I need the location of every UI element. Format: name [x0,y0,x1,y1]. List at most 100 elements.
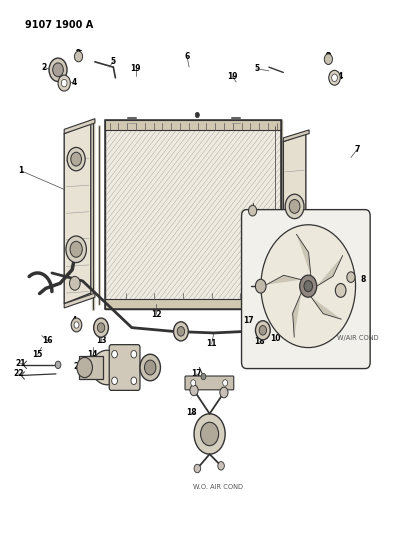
Text: W.O. AIR COND: W.O. AIR COND [193,484,243,490]
Text: 19: 19 [227,71,238,80]
Text: 13: 13 [96,336,106,345]
Text: 14: 14 [88,350,98,359]
Circle shape [194,464,201,473]
Circle shape [74,322,79,328]
Text: 9: 9 [344,300,349,309]
Text: 4: 4 [72,316,77,325]
Polygon shape [311,297,341,319]
Circle shape [249,205,257,216]
Text: 1: 1 [18,166,24,175]
Text: 2: 2 [41,63,46,71]
Circle shape [256,321,270,340]
Circle shape [335,284,346,297]
Circle shape [191,379,196,386]
Polygon shape [317,256,343,286]
Circle shape [140,354,160,381]
Text: 10: 10 [270,334,280,343]
Text: 11: 11 [206,339,217,348]
Text: 22: 22 [13,369,23,378]
Text: 16: 16 [43,336,53,345]
Circle shape [177,327,185,336]
Text: 8: 8 [360,274,366,284]
Circle shape [220,387,228,398]
Circle shape [112,377,118,384]
Polygon shape [267,275,301,285]
Circle shape [112,351,118,358]
Circle shape [49,58,67,82]
Circle shape [304,281,312,292]
Circle shape [300,275,317,297]
Text: 4: 4 [338,71,343,80]
Circle shape [332,74,337,82]
Circle shape [131,351,137,358]
Text: 5: 5 [254,64,259,73]
Bar [105,120,281,309]
Circle shape [145,360,156,375]
Text: W/AIR COND: W/AIR COND [337,335,378,341]
FancyBboxPatch shape [185,376,234,390]
Circle shape [259,326,266,335]
Circle shape [69,277,80,290]
Text: 3: 3 [76,50,81,58]
Text: 12: 12 [151,310,162,319]
Circle shape [61,79,67,87]
Text: 6: 6 [185,52,190,61]
Bar [105,300,281,309]
Circle shape [194,414,225,454]
Polygon shape [283,296,309,308]
Circle shape [195,112,199,118]
Polygon shape [283,134,306,304]
Circle shape [94,318,109,337]
Ellipse shape [92,350,122,385]
Circle shape [201,373,206,379]
Polygon shape [64,123,91,304]
Text: 21: 21 [15,359,25,368]
Circle shape [77,358,92,377]
Text: 5: 5 [111,57,116,66]
Circle shape [218,462,224,470]
Circle shape [71,318,82,332]
Circle shape [261,225,356,348]
Circle shape [324,54,332,64]
Circle shape [329,70,340,85]
Circle shape [66,236,86,263]
Circle shape [53,63,63,77]
Circle shape [190,385,198,395]
Text: 20: 20 [73,362,84,371]
Polygon shape [283,130,309,142]
Circle shape [255,279,266,293]
Circle shape [55,361,61,368]
Circle shape [74,51,83,62]
Circle shape [131,377,137,384]
FancyBboxPatch shape [109,345,140,390]
FancyBboxPatch shape [242,209,370,368]
Circle shape [58,75,70,91]
Circle shape [285,194,304,219]
Text: 9107 1900 A: 9107 1900 A [25,20,94,30]
Polygon shape [64,119,95,134]
Circle shape [289,199,300,213]
Text: 18: 18 [186,408,196,417]
Circle shape [347,272,355,282]
Text: 7: 7 [354,145,360,154]
Text: 18: 18 [254,337,265,346]
Polygon shape [293,293,301,337]
Circle shape [71,152,81,166]
Polygon shape [79,356,103,379]
Circle shape [223,379,228,386]
Circle shape [67,148,85,171]
Text: 3: 3 [326,52,331,61]
Text: 4: 4 [72,77,77,86]
Circle shape [70,241,82,257]
Polygon shape [64,293,95,308]
Polygon shape [296,235,311,276]
Text: 4: 4 [342,286,347,295]
Text: 19: 19 [131,64,141,73]
Circle shape [287,272,298,286]
Circle shape [201,422,219,446]
Bar [105,120,281,130]
Text: 23: 23 [114,359,125,368]
Bar [105,120,281,309]
Text: 24: 24 [137,362,147,371]
Text: 15: 15 [32,350,43,359]
